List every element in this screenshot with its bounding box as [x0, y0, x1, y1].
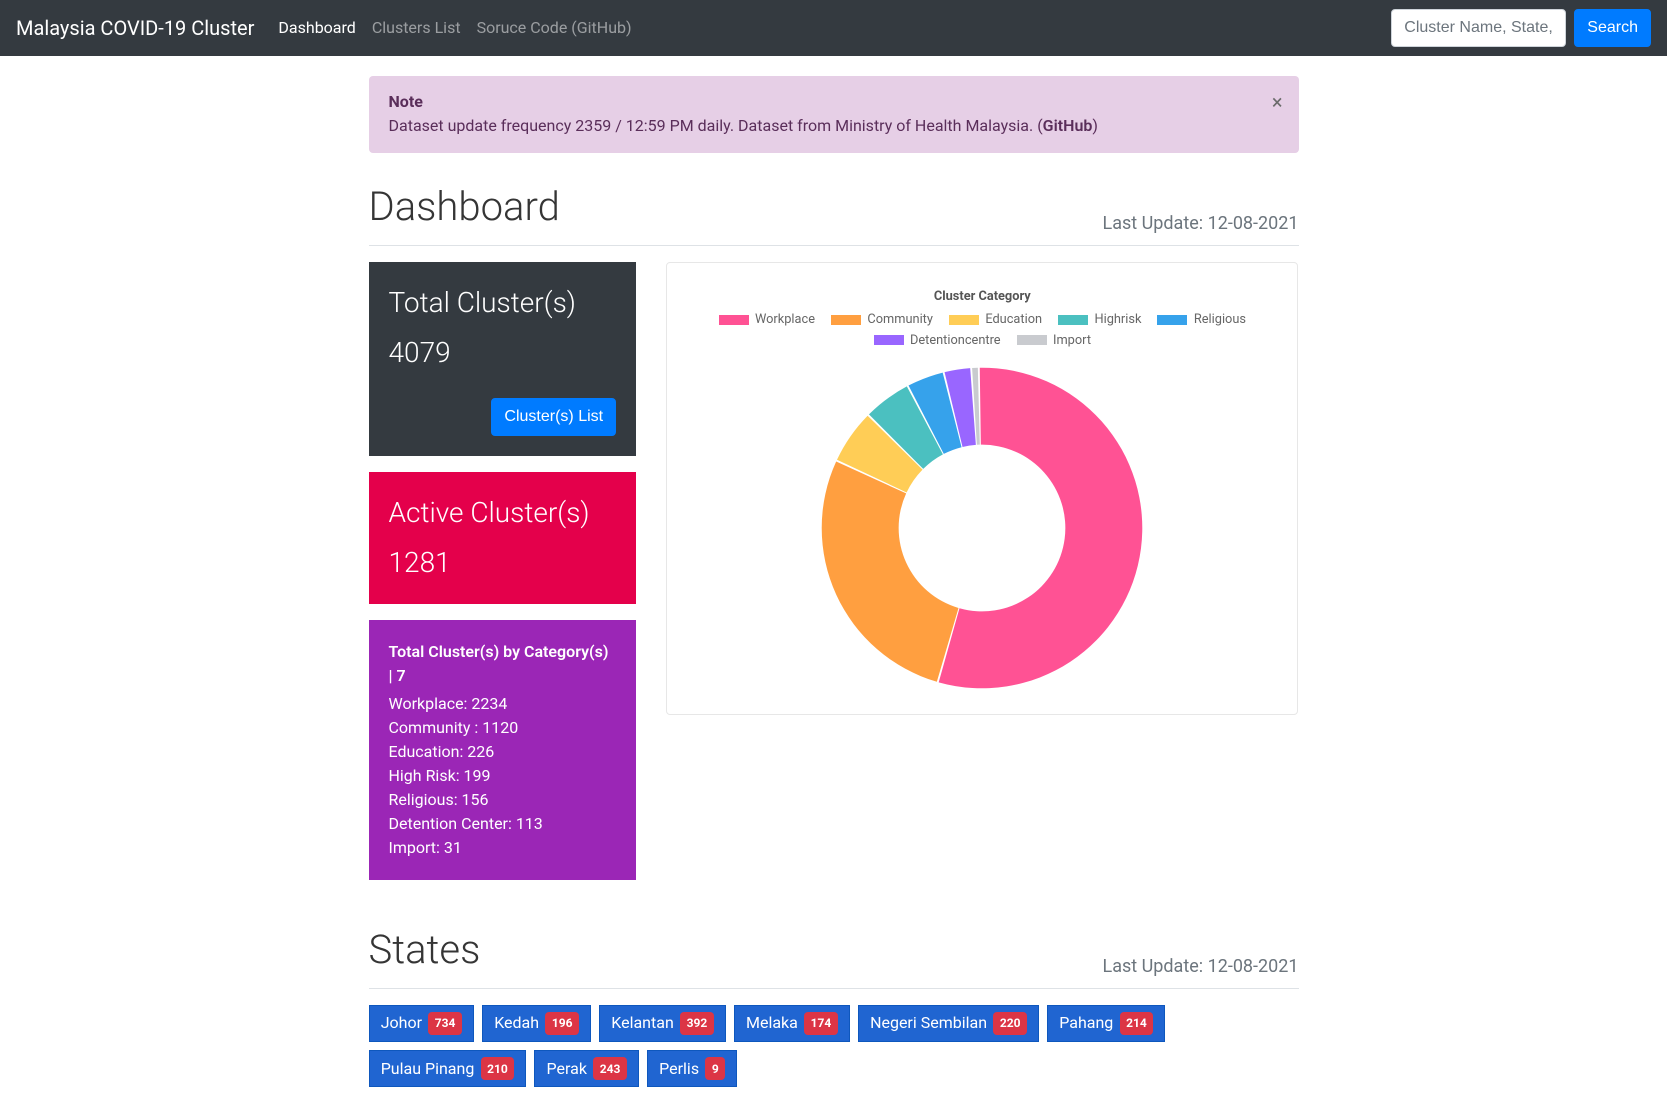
- nav-link-clusters-list[interactable]: Clusters List: [364, 8, 469, 48]
- legend-item[interactable]: Detentioncentre: [874, 331, 1001, 350]
- legend-label: Import: [1053, 331, 1091, 350]
- active-clusters-title: Active Cluster(s): [389, 492, 617, 534]
- category-line: Workplace: 2234: [389, 692, 617, 716]
- state-name: Melaka: [746, 1011, 798, 1035]
- note-heading: Note: [389, 92, 423, 111]
- state-name: Kelantan: [611, 1011, 674, 1035]
- legend-swatch: [1017, 335, 1047, 345]
- state-pill-pulau-pinang[interactable]: Pulau Pinang 210: [369, 1050, 527, 1087]
- state-pill-melaka[interactable]: Melaka 174: [734, 1005, 850, 1042]
- legend-swatch: [831, 315, 861, 325]
- state-pill-perak[interactable]: Perak 243: [534, 1050, 639, 1087]
- total-clusters-title: Total Cluster(s): [389, 282, 617, 324]
- state-name: Pahang: [1059, 1011, 1113, 1035]
- page-title: Dashboard: [369, 177, 560, 237]
- legend-swatch: [719, 315, 749, 325]
- close-icon[interactable]: ×: [1272, 87, 1283, 117]
- state-pill-johor[interactable]: Johor 734: [369, 1005, 475, 1042]
- category-line: Education: 226: [389, 740, 617, 764]
- chart-card: Cluster Category Workplace Community Educa…: [666, 262, 1298, 715]
- legend-label: Education: [985, 310, 1042, 329]
- nav-link-dashboard[interactable]: Dashboard: [270, 8, 363, 48]
- state-pill-negeri-sembilan[interactable]: Negeri Sembilan 220: [858, 1005, 1039, 1042]
- search-button[interactable]: Search: [1574, 9, 1651, 47]
- state-name: Perlis: [659, 1057, 699, 1081]
- legend-label: Religious: [1194, 310, 1246, 329]
- category-line: Import: 31: [389, 836, 617, 860]
- category-line: Detention Center: 113: [389, 812, 617, 836]
- state-name: Kedah: [494, 1011, 539, 1035]
- states-title: States: [369, 920, 481, 980]
- legend-item[interactable]: Import: [1017, 331, 1091, 350]
- state-count-badge: 210: [481, 1057, 514, 1080]
- category-breakdown-card: Total Cluster(s) by Category(s) | 7 Work…: [369, 620, 637, 880]
- category-title: Total Cluster(s) by Category(s) | 7: [389, 640, 617, 688]
- state-name: Pulau Pinang: [381, 1057, 475, 1081]
- legend-swatch: [874, 335, 904, 345]
- note-body: Dataset update frequency 2359 / 12:59 PM…: [389, 116, 1043, 135]
- active-clusters-card: Active Cluster(s) 1281: [369, 472, 637, 604]
- state-name: Johor: [381, 1011, 422, 1035]
- state-count-badge: 220: [993, 1012, 1026, 1035]
- state-count-badge: 196: [545, 1012, 578, 1035]
- total-clusters-card: Total Cluster(s) 4079 Cluster(s) List: [369, 262, 637, 456]
- legend-swatch: [1157, 315, 1187, 325]
- state-pill-kelantan[interactable]: Kelantan 392: [599, 1005, 726, 1042]
- legend-item[interactable]: Workplace: [719, 310, 815, 329]
- chart-legend: Workplace Community Education Highrisk Relig…: [683, 310, 1281, 350]
- state-name: Negeri Sembilan: [870, 1011, 987, 1035]
- state-pill-pahang[interactable]: Pahang 214: [1047, 1005, 1165, 1042]
- donut-chart: [767, 358, 1197, 698]
- state-count-badge: 392: [680, 1012, 713, 1035]
- state-count-badge: 734: [428, 1012, 461, 1035]
- total-clusters-value: 4079: [389, 332, 617, 374]
- chart-title: Cluster Category: [683, 287, 1281, 306]
- note-alert: Note Dataset update frequency 2359 / 12:…: [369, 76, 1299, 153]
- category-line: Community : 1120: [389, 716, 617, 740]
- donut-slice-community[interactable]: [822, 461, 959, 681]
- state-count-badge: 214: [1120, 1012, 1153, 1035]
- active-clusters-value: 1281: [389, 542, 617, 584]
- legend-label: Highrisk: [1094, 310, 1141, 329]
- nav-link-soruce-code-github-[interactable]: Soruce Code (GitHub): [469, 8, 640, 48]
- navbar-brand[interactable]: Malaysia COVID-19 Cluster: [16, 8, 254, 48]
- legend-swatch: [1058, 315, 1088, 325]
- github-link[interactable]: GitHub: [1043, 116, 1093, 135]
- state-pill-perlis[interactable]: Perlis 9: [647, 1050, 737, 1087]
- category-line: High Risk: 199: [389, 764, 617, 788]
- state-pill-kedah[interactable]: Kedah 196: [482, 1005, 591, 1042]
- legend-item[interactable]: Education: [949, 310, 1042, 329]
- last-update: Last Update: 12-08-2021: [1103, 210, 1299, 237]
- state-name: Perak: [547, 1057, 587, 1081]
- legend-label: Workplace: [755, 310, 815, 329]
- legend-swatch: [949, 315, 979, 325]
- state-count-badge: 9: [705, 1057, 725, 1080]
- legend-label: Community: [867, 310, 933, 329]
- legend-item[interactable]: Community: [831, 310, 933, 329]
- states-last-update: Last Update: 12-08-2021: [1103, 953, 1299, 980]
- legend-item[interactable]: Religious: [1157, 310, 1246, 329]
- state-count-badge: 243: [593, 1057, 626, 1080]
- search-input[interactable]: [1391, 9, 1566, 47]
- legend-item[interactable]: Highrisk: [1058, 310, 1141, 329]
- category-line: Religious: 156: [389, 788, 617, 812]
- clusters-list-button[interactable]: Cluster(s) List: [491, 398, 616, 436]
- legend-label: Detentioncentre: [910, 331, 1001, 350]
- state-count-badge: 174: [804, 1012, 837, 1035]
